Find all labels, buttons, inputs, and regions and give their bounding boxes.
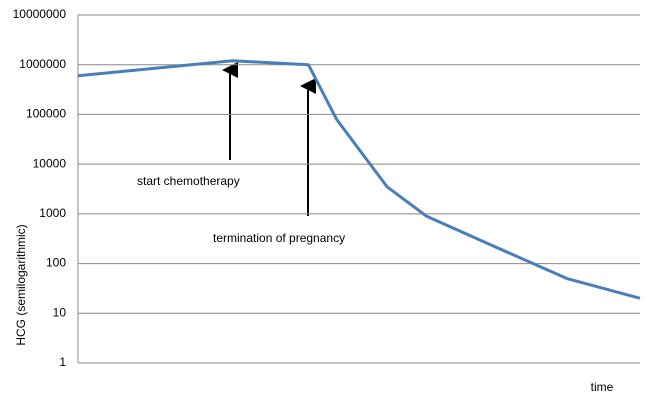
x-axis-label: time [591, 380, 614, 394]
y-tick-label: 100000 [26, 107, 66, 121]
y-tick-label: 1 [59, 355, 66, 369]
y-tick-label: 1000000 [19, 57, 66, 71]
data-line [77, 59, 641, 300]
y-tick-label: 10000 [33, 156, 67, 170]
y-tick-label: 1000 [39, 206, 66, 220]
annotation: start chemotherapy [137, 174, 240, 188]
y-tick-label: 100 [46, 256, 66, 270]
y-axis-label: HCG (semilogarithmic) [14, 224, 28, 345]
y-tick-label: 10000000 [13, 7, 67, 21]
y-tick-label: 10 [53, 305, 67, 319]
annotation: termination of pregnancy [213, 231, 345, 245]
